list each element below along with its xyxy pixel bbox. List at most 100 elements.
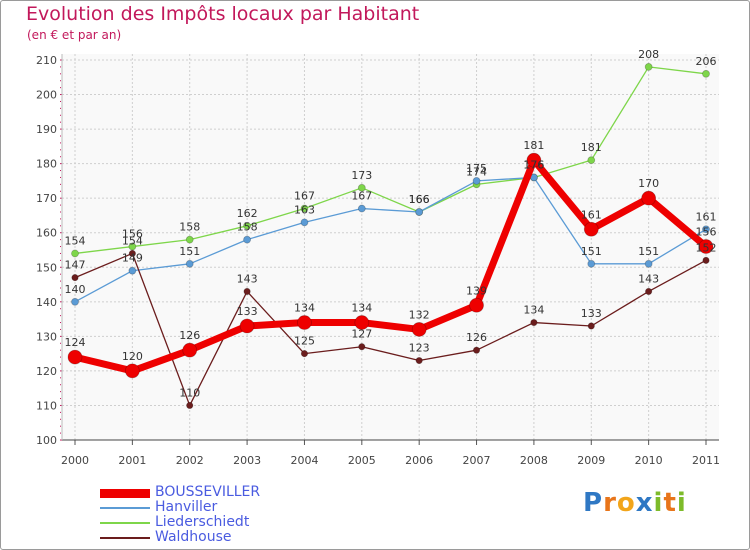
y-tick-label: 130 <box>36 330 57 343</box>
y-minor-tick <box>60 225 61 227</box>
y-tick-label: 200 <box>36 89 57 102</box>
legend-label-bousseviller: BOUSSEVILLER <box>155 484 261 500</box>
y-minor-tick <box>60 135 61 137</box>
data-point-hanviller <box>644 259 653 268</box>
data-label-waldhouse: 152 <box>696 241 717 254</box>
y-tick-mark <box>60 439 62 441</box>
legend-swatch-waldhouse <box>100 537 150 539</box>
y-tick-label: 210 <box>36 54 57 67</box>
data-label-hanviller: 166 <box>409 193 430 206</box>
y-minor-tick <box>60 391 61 393</box>
y-minor-tick <box>60 377 61 379</box>
data-label-hanviller: 175 <box>466 162 487 175</box>
x-tick-label: 2001 <box>118 454 146 467</box>
data-point-bousseviller <box>469 297 484 313</box>
y-minor-tick <box>60 384 61 386</box>
data-point-liederschiedt <box>185 235 194 244</box>
y-minor-tick <box>60 190 61 192</box>
data-point-hanviller <box>300 218 309 227</box>
legend-label-liederschiedt: Liederschiedt <box>155 514 250 530</box>
data-label-waldhouse: 143 <box>237 272 258 285</box>
logo-letter: o <box>616 488 636 518</box>
data-label-waldhouse: 154 <box>122 234 143 247</box>
y-minor-tick <box>60 114 61 116</box>
x-tick-label: 2000 <box>61 454 89 467</box>
data-point-waldhouse <box>702 256 710 264</box>
x-tick-label: 2011 <box>692 454 720 467</box>
data-point-waldhouse <box>415 356 423 365</box>
data-label-hanviller: 167 <box>351 190 372 203</box>
legend-swatch-hanviller <box>100 507 150 509</box>
data-label-waldhouse: 110 <box>179 386 200 399</box>
data-point-waldhouse <box>128 249 136 258</box>
data-label-liederschiedt: 206 <box>696 55 717 68</box>
data-label-liederschiedt: 176 <box>523 158 544 171</box>
y-minor-tick <box>60 425 61 427</box>
y-tick-mark <box>60 94 62 96</box>
y-minor-tick <box>60 107 61 109</box>
y-tick-mark <box>60 335 62 337</box>
y-minor-tick <box>60 418 61 420</box>
data-point-hanviller <box>357 204 366 213</box>
y-minor-tick <box>60 121 61 123</box>
y-tick-label: 140 <box>36 296 57 309</box>
data-label-hanviller: 140 <box>65 283 86 296</box>
data-point-bousseviller <box>182 342 198 358</box>
legend-label-hanviller: Hanviller <box>155 499 218 515</box>
y-minor-tick <box>60 342 61 344</box>
y-minor-tick <box>60 87 61 89</box>
data-label-hanviller: 151 <box>581 245 602 258</box>
y-minor-tick <box>60 280 61 282</box>
data-label-liederschiedt: 156 <box>122 228 143 241</box>
data-label-hanviller: 151 <box>179 245 200 258</box>
data-label-liederschiedt: 167 <box>294 190 315 203</box>
data-point-bousseviller <box>411 322 427 337</box>
y-minor-tick <box>60 328 61 330</box>
data-label-hanviller: 149 <box>122 252 143 265</box>
data-label-hanviller: 176 <box>523 158 544 171</box>
data-point-hanviller <box>71 297 79 306</box>
data-point-liederschiedt <box>357 183 366 192</box>
logo-letter: x <box>635 488 654 518</box>
y-minor-tick <box>60 149 61 151</box>
y-tick-label: 170 <box>36 192 57 205</box>
y-minor-tick <box>60 80 61 82</box>
data-point-hanviller <box>128 266 137 275</box>
y-minor-tick <box>60 204 61 206</box>
x-tick-label: 2008 <box>520 454 548 467</box>
y-minor-tick <box>60 411 61 413</box>
data-point-bousseviller <box>526 152 542 168</box>
y-minor-tick <box>60 218 61 220</box>
chart-subtitle: (en € et par an) <box>27 28 122 42</box>
data-point-waldhouse <box>530 318 538 327</box>
series-line-hanviller <box>74 176 707 303</box>
data-point-hanviller <box>185 259 194 268</box>
data-label-waldhouse: 127 <box>351 328 372 341</box>
x-tick-label: 2005 <box>348 454 376 467</box>
data-point-hanviller <box>415 208 424 216</box>
y-tick-mark <box>60 128 62 130</box>
y-minor-tick <box>60 349 61 351</box>
data-label-waldhouse: 126 <box>466 331 487 344</box>
data-point-bousseviller <box>124 363 140 379</box>
data-label-liederschiedt: 162 <box>237 207 258 220</box>
y-minor-tick <box>60 259 61 261</box>
data-label-bousseviller: 134 <box>294 302 315 315</box>
y-tick-mark <box>60 370 62 372</box>
data-point-liederschiedt <box>300 204 309 213</box>
x-tick-label: 2009 <box>577 454 605 467</box>
data-point-liederschiedt <box>243 221 251 230</box>
data-label-liederschiedt: 158 <box>179 221 200 234</box>
plot-background <box>62 54 719 440</box>
data-point-liederschiedt <box>702 69 710 78</box>
data-label-waldhouse: 125 <box>294 335 315 348</box>
data-point-bousseviller <box>583 221 599 237</box>
data-label-bousseviller: 170 <box>638 177 659 190</box>
data-point-bousseviller <box>354 315 370 330</box>
data-point-waldhouse <box>243 287 251 296</box>
y-minor-tick <box>60 170 61 172</box>
x-tick-label: 2010 <box>635 454 663 467</box>
data-point-hanviller <box>243 235 251 244</box>
data-label-waldhouse: 143 <box>638 272 659 285</box>
y-minor-tick <box>60 363 61 365</box>
